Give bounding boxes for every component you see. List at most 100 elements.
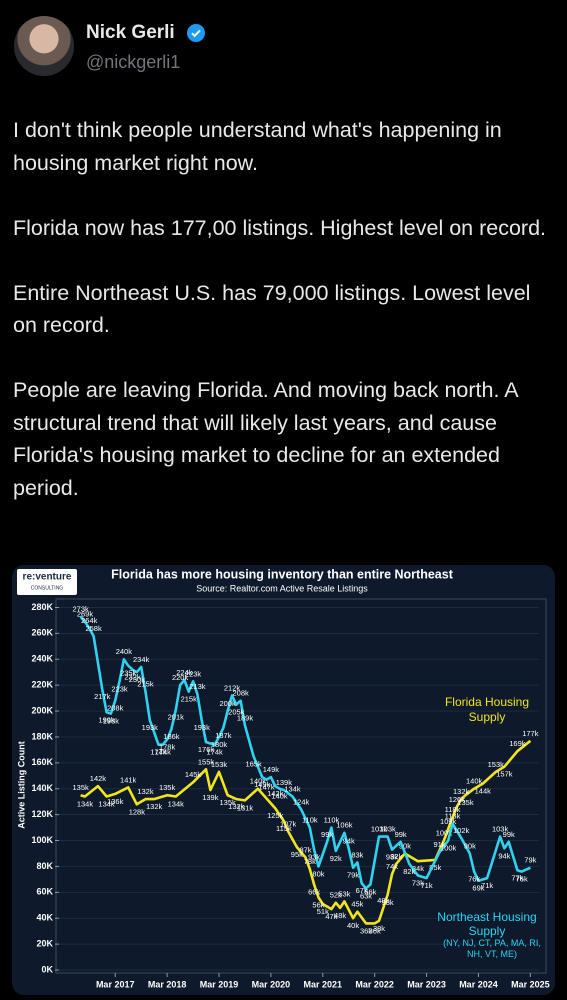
data-label: 66k xyxy=(308,888,320,897)
plot-area xyxy=(55,598,547,974)
data-label: 69k xyxy=(472,884,484,893)
data-label: 48k xyxy=(377,896,389,905)
data-label: 139k xyxy=(202,793,219,802)
data-label: 87k xyxy=(299,845,311,854)
data-label: 76k xyxy=(516,875,528,884)
x-tick-label: Mar 2019 xyxy=(200,979,239,989)
data-label: 200k xyxy=(220,699,237,708)
data-label: 77k xyxy=(511,873,523,882)
data-label: 139k xyxy=(276,778,293,787)
data-label: 106k xyxy=(336,821,353,830)
data-label: 53k xyxy=(338,889,350,898)
y-tick-label: 40K xyxy=(36,913,53,923)
tweet-paragraph: Entire Northeast U.S. has 79,000 listing… xyxy=(13,280,531,338)
data-label: 47k xyxy=(325,912,337,921)
data-label: 147k xyxy=(258,783,275,792)
data-label: 134k xyxy=(77,799,94,808)
data-label: 36k xyxy=(369,926,381,935)
data-label: 94k xyxy=(343,836,355,845)
data-label: 180k xyxy=(211,740,228,749)
logo-box xyxy=(17,569,77,595)
y-tick-label: 140K xyxy=(31,783,53,793)
data-label: 208k xyxy=(107,704,124,713)
data-label: 124k xyxy=(293,797,310,806)
y-tick-label: 20K xyxy=(36,938,53,948)
series-line xyxy=(79,615,531,890)
data-label: 193k xyxy=(194,723,211,732)
data-label: 155k xyxy=(198,757,215,766)
data-label: 45k xyxy=(351,900,363,909)
data-label: 99k xyxy=(321,830,333,839)
avatar[interactable] xyxy=(14,16,74,76)
data-label: 84k xyxy=(412,864,424,873)
data-label: 144k xyxy=(475,787,492,796)
data-label: 79k xyxy=(347,871,359,880)
data-label: 36k xyxy=(360,926,372,935)
y-tick-label: 260K xyxy=(31,628,53,638)
data-label: 132k xyxy=(228,802,245,811)
data-label: 223k xyxy=(185,669,202,678)
y-tick-label: 200K xyxy=(31,705,53,715)
y-axis-label: Active Listing Count xyxy=(16,741,26,829)
data-label: 169k xyxy=(509,739,526,748)
data-label: 74k xyxy=(386,862,398,871)
y-tick-label: 0K xyxy=(41,964,53,974)
data-label: 99k xyxy=(395,830,407,839)
data-label: 82k xyxy=(403,867,415,876)
data-label: 48k xyxy=(334,911,346,920)
data-label: 71k xyxy=(481,881,493,890)
data-label: 223k xyxy=(111,684,128,693)
data-label: 198k xyxy=(103,717,120,726)
x-tick-label: Mar 2017 xyxy=(96,979,135,989)
data-label: 153k xyxy=(211,760,228,769)
data-label: 140k xyxy=(271,792,288,801)
data-label: 199k xyxy=(98,715,115,724)
data-label: 103k xyxy=(492,825,509,834)
data-label: 205k xyxy=(228,708,245,717)
chart-image[interactable]: re:venture CONSULTING Florida has more h… xyxy=(12,565,555,995)
data-label: 115k xyxy=(276,824,292,833)
chart: re:venture CONSULTING Florida has more h… xyxy=(16,567,550,989)
data-label: 90k xyxy=(399,841,411,850)
data-label: 91k xyxy=(433,840,445,849)
data-label: 178k xyxy=(159,743,176,752)
data-label: 82k xyxy=(390,852,402,861)
data-label: 149k xyxy=(263,765,280,774)
y-tick-label: 100K xyxy=(31,835,53,845)
data-label: 269k xyxy=(77,610,94,619)
data-label: 67k xyxy=(356,886,368,895)
data-label: 128k xyxy=(129,807,146,816)
chart-subtitle: Source: Realtor.com Active Resale Listin… xyxy=(196,583,368,593)
data-label: 103k xyxy=(380,825,397,834)
data-label: 126k xyxy=(449,795,466,804)
y-tick-label: 240K xyxy=(31,654,53,664)
data-label: 100k xyxy=(436,829,453,838)
data-label: 240k xyxy=(116,647,133,656)
x-tick-label: Mar 2025 xyxy=(511,979,550,989)
data-label: 110k xyxy=(302,816,318,825)
data-label: 125k xyxy=(267,811,284,820)
x-tick-label: Mar 2023 xyxy=(407,979,446,989)
y-tick-label: 60K xyxy=(36,887,53,897)
data-label: 142k xyxy=(267,789,284,798)
data-label: 135k xyxy=(220,798,237,807)
data-label: 212k xyxy=(224,684,241,693)
data-label: 135k xyxy=(159,783,176,792)
data-label: 76k xyxy=(468,875,480,884)
data-label: 71k xyxy=(421,881,433,890)
series-line xyxy=(80,739,532,925)
author-name[interactable]: Nick Gerli xyxy=(86,22,175,43)
author-handle[interactable]: @nickgerli1 xyxy=(86,52,181,72)
data-label: 102k xyxy=(453,826,470,835)
y-tick-label: 220K xyxy=(31,680,53,690)
data-label: 142k xyxy=(90,774,107,783)
x-tick-label: Mar 2024 xyxy=(459,979,498,989)
x-tick-label: Mar 2022 xyxy=(355,979,394,989)
y-tick-label: 280K xyxy=(31,602,53,612)
chart-title: Florida has more housing inventory than … xyxy=(111,567,454,581)
verified-badge xyxy=(187,24,205,42)
data-label: 58k xyxy=(382,898,394,907)
data-label: 186k xyxy=(163,732,180,741)
data-label: 103k xyxy=(371,825,388,834)
data-label: 85k xyxy=(429,863,441,872)
